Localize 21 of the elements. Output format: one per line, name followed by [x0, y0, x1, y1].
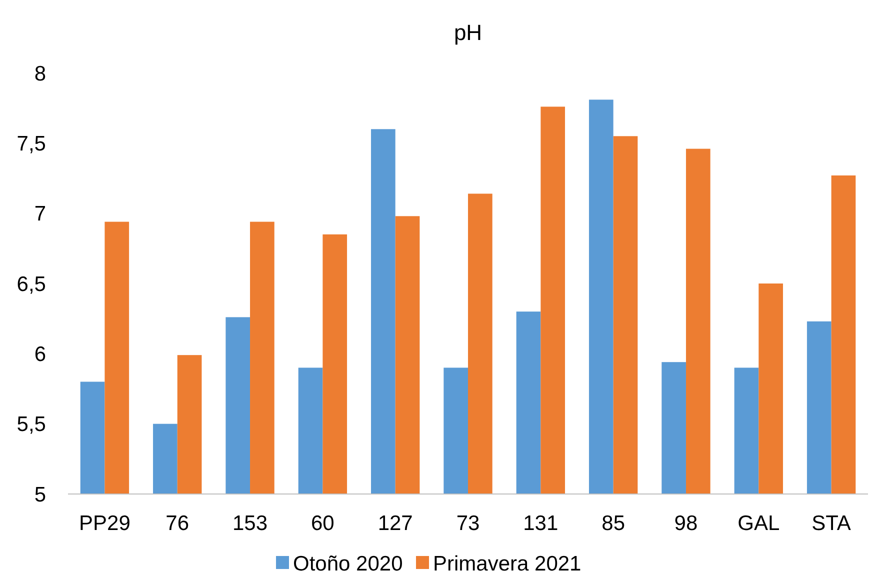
x-tick-label: 131: [523, 512, 558, 535]
y-tick-label: 5: [34, 483, 46, 506]
x-tick-label: PP29: [79, 512, 130, 535]
x-tick-label: 153: [232, 512, 268, 535]
legend-label: Primavera 2021: [433, 552, 582, 576]
x-tick-label: 127: [378, 512, 413, 535]
x-tick-label: 60: [311, 512, 334, 535]
x-tick-label: 73: [456, 512, 480, 535]
x-tick-label: 98: [674, 512, 698, 535]
x-tick-label: 76: [166, 512, 190, 535]
y-tick-label: 7,5: [16, 132, 46, 156]
y-tick-label: 7: [34, 202, 46, 226]
y-tick-label: 8: [34, 62, 46, 86]
x-tick-label: STA: [812, 512, 851, 535]
x-tick-label: 85: [602, 512, 625, 535]
y-tick-label: 6: [34, 343, 46, 366]
chart-title: pH: [454, 20, 482, 45]
x-tick-label: GAL: [738, 512, 780, 535]
y-tick-label: 6,5: [16, 272, 46, 296]
y-tick-label: 5,5: [16, 413, 46, 436]
legend-label: Otoño 2020: [293, 552, 403, 576]
